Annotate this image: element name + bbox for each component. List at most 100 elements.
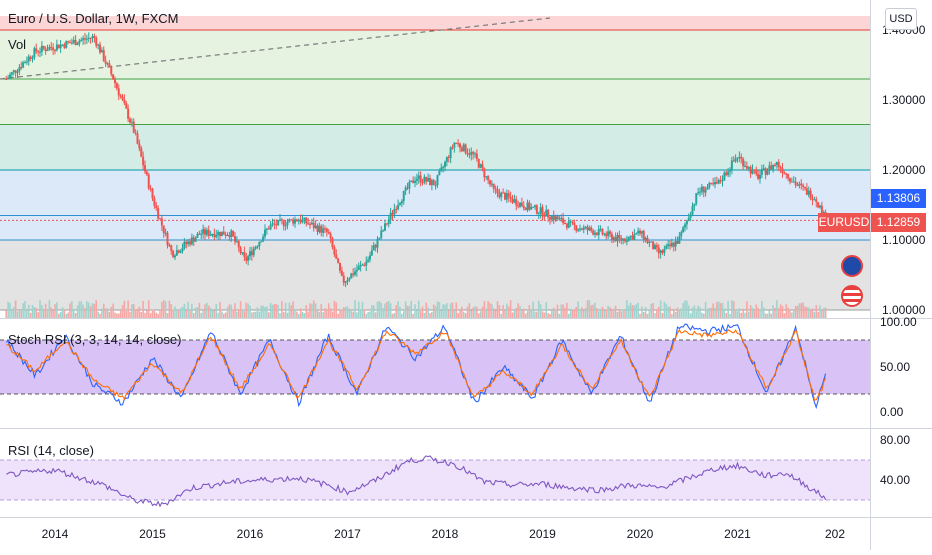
candle-body [97,44,100,46]
candle-body [760,169,763,175]
candle-body [691,206,694,215]
candle-body [239,247,242,254]
candle-body [202,229,205,234]
candle-body [295,219,298,222]
volume-bar [466,306,469,318]
candle-body [734,158,737,162]
volume-bar [822,308,825,318]
candle-body [106,63,109,65]
candle-body [59,44,62,49]
volume-bar [511,312,514,318]
volume-bar [367,311,369,318]
fib-zone [0,16,870,30]
volume-bar [656,308,658,318]
candle-body [309,224,311,226]
candle-body [314,225,317,229]
candle-body [155,205,158,209]
candle-body [297,219,300,222]
volume-bar [483,300,486,318]
volume-bar [661,313,664,318]
volume-bar [796,305,799,318]
volume-bar [48,300,51,318]
volume-bar [288,302,291,318]
candle-body [22,62,25,68]
candle-body [466,153,469,155]
candle-body [142,156,145,166]
volume-bar [476,306,478,318]
candle-body [804,186,806,189]
volume-bar [46,308,49,318]
candle-body [273,223,276,225]
candle-body [134,132,137,134]
volume-bar [541,311,544,318]
volume-bar [202,310,204,318]
volume-bar [436,301,439,318]
candle-body [228,235,231,237]
candle-body [378,237,381,239]
candle-body [406,187,409,189]
volume-bar [539,304,542,318]
volume-bar [444,304,446,318]
candle-body [747,166,750,169]
candle-body [262,236,265,242]
candle-body [447,157,450,159]
volume-bar [95,300,98,318]
volume-bar [189,310,191,318]
candle-body [800,183,803,186]
candle-body [346,279,349,282]
candle-body [661,250,664,253]
volume-bar [474,306,476,318]
volume-bar [84,308,86,318]
volume-bar [101,308,103,318]
volume-bar [811,308,814,318]
candle-body [432,180,435,186]
candle-body [625,240,628,242]
volume-bar [243,311,246,318]
candle-body [316,225,319,232]
candle-body [590,227,593,231]
volume-bar [813,311,816,318]
candle-body [580,228,583,230]
eu-flag-icon[interactable] [841,255,863,277]
us-flag-icon[interactable] [841,285,863,307]
candle-body [549,217,551,220]
stoch-axis-tick: 100.00 [880,315,917,329]
candle-body [417,175,420,179]
candle-body [65,41,68,48]
candle-body [384,223,386,231]
candle-body [318,225,321,232]
candle-body [792,181,795,183]
currency-button[interactable]: USD [885,8,917,30]
volume-label: Vol [8,37,27,52]
candle-body [682,227,685,233]
candle-body [794,181,797,186]
volume-bar [603,310,606,318]
volume-bar [117,313,120,318]
candle-body [29,56,32,59]
volume-bar [378,301,381,318]
candle-body [770,165,773,170]
volume-bar [106,308,109,318]
candle-body [87,37,90,39]
candle-body [704,189,707,193]
volume-bar [262,305,264,318]
volume-bar [605,309,608,318]
candle-body [584,226,587,228]
volume-bar [622,309,624,318]
candle-body [719,179,722,182]
volume-bar [517,303,519,318]
candle-body [207,229,210,236]
candle-body [614,237,617,242]
volume-bar [320,304,323,318]
volume-bar [168,300,171,318]
candle-body [511,198,514,203]
volume-bar [329,308,332,318]
volume-bar [502,305,504,318]
volume-bar [691,307,694,318]
volume-bar [305,305,308,318]
candle-body [234,236,236,242]
volume-bar [177,309,180,318]
volume-bar [9,303,11,318]
stoch-axis-tick: 0.00 [880,405,904,419]
volume-bar [671,313,673,318]
